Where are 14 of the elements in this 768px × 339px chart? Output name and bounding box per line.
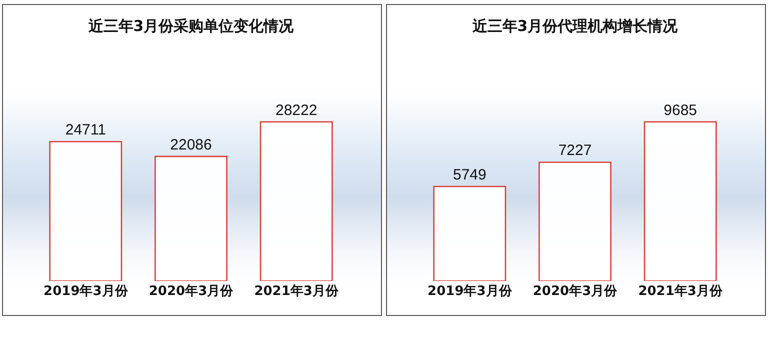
x-tick-label: 2020年3月份 bbox=[532, 284, 618, 299]
data-label: 28222 bbox=[275, 102, 318, 119]
data-label: 24711 bbox=[65, 122, 106, 139]
data-label: 5749 bbox=[452, 166, 486, 184]
x-tick-label: 2019年3月份 bbox=[44, 284, 129, 299]
data-label: 9685 bbox=[664, 102, 698, 119]
x-tick-label: 2020年3月份 bbox=[148, 284, 234, 299]
data-label: 7227 bbox=[558, 142, 592, 160]
x-tick-label: 2021年3月份 bbox=[254, 284, 340, 299]
chart-title: 近三年3月份代理机构增长情况 bbox=[471, 17, 679, 35]
x-tick-label: 2019年3月份 bbox=[428, 284, 513, 299]
x-tick-label: 2021年3月份 bbox=[638, 284, 724, 299]
chart-title: 近三年3月份采购单位变化情况 bbox=[87, 17, 295, 35]
data-label: 22086 bbox=[170, 136, 212, 154]
